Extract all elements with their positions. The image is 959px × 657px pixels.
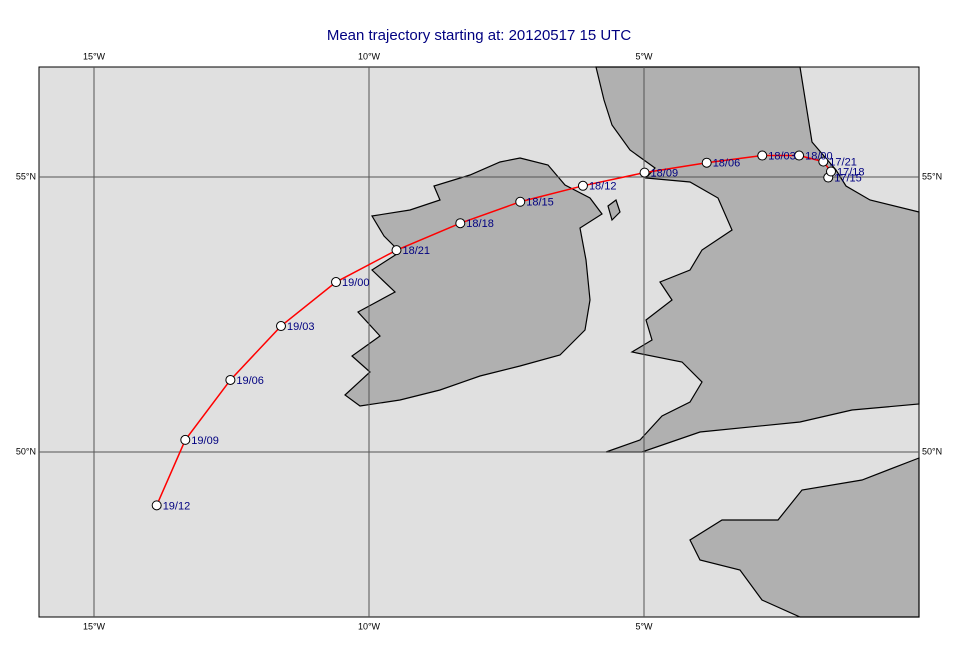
great-britain (595, 66, 920, 453)
point-label: 17/21 (829, 157, 857, 169)
trajectory-point (331, 277, 341, 288)
trajectory-point (225, 374, 236, 385)
point-label: 19/06 (236, 375, 264, 387)
trajectory-point (180, 434, 191, 445)
point-label: 18/03 (768, 150, 796, 162)
x-tick-label: 10°W (358, 51, 381, 61)
point-label: 17/18 (837, 166, 865, 178)
point-label: 18/15 (526, 197, 554, 209)
trajectory-point (639, 167, 650, 178)
trajectory-point (826, 166, 836, 177)
land (344, 66, 920, 618)
x-tick-label: 5°W (635, 621, 653, 631)
point-label: 19/00 (342, 277, 370, 289)
isle-of-man (607, 199, 621, 222)
trajectory-point (818, 156, 829, 167)
y-tick-label: 55°N (16, 171, 36, 181)
trajectory-line (156, 154, 832, 506)
trajectory-point (794, 150, 805, 161)
point-label: 18/06 (713, 158, 741, 170)
point-label: 17/15 (834, 172, 862, 184)
point-label: 18/18 (466, 218, 494, 230)
x-tick-label: 10°W (358, 621, 381, 631)
point-label: 19/03 (287, 321, 315, 333)
point-label: 18/09 (651, 168, 679, 180)
frame (38, 66, 920, 618)
y-tick-label: 50°N (922, 446, 942, 456)
trajectory-point (577, 180, 588, 191)
trajectory-point (757, 150, 768, 161)
trajectory-point (701, 157, 712, 168)
trajectory-point (391, 245, 402, 256)
point-label: 19/12 (163, 500, 191, 512)
point-label: 19/09 (191, 435, 219, 447)
point-label: 18/00 (805, 150, 833, 162)
x-tick-label: 5°W (635, 51, 653, 61)
trajectory-point (515, 196, 526, 207)
trajectory-point (276, 321, 286, 332)
y-tick-label: 50°N (16, 446, 36, 456)
ireland (344, 157, 603, 407)
point-label: 18/12 (589, 181, 617, 193)
x-tick-label: 15°W (83, 621, 106, 631)
point-label: 18/21 (403, 245, 431, 257)
x-tick-label: 15°W (83, 51, 106, 61)
trajectory-point (455, 218, 466, 229)
map-title: Mean trajectory starting at: 20120517 15… (327, 27, 631, 44)
y-tick-label: 55°N (922, 171, 942, 181)
trajectory-point (151, 500, 162, 511)
